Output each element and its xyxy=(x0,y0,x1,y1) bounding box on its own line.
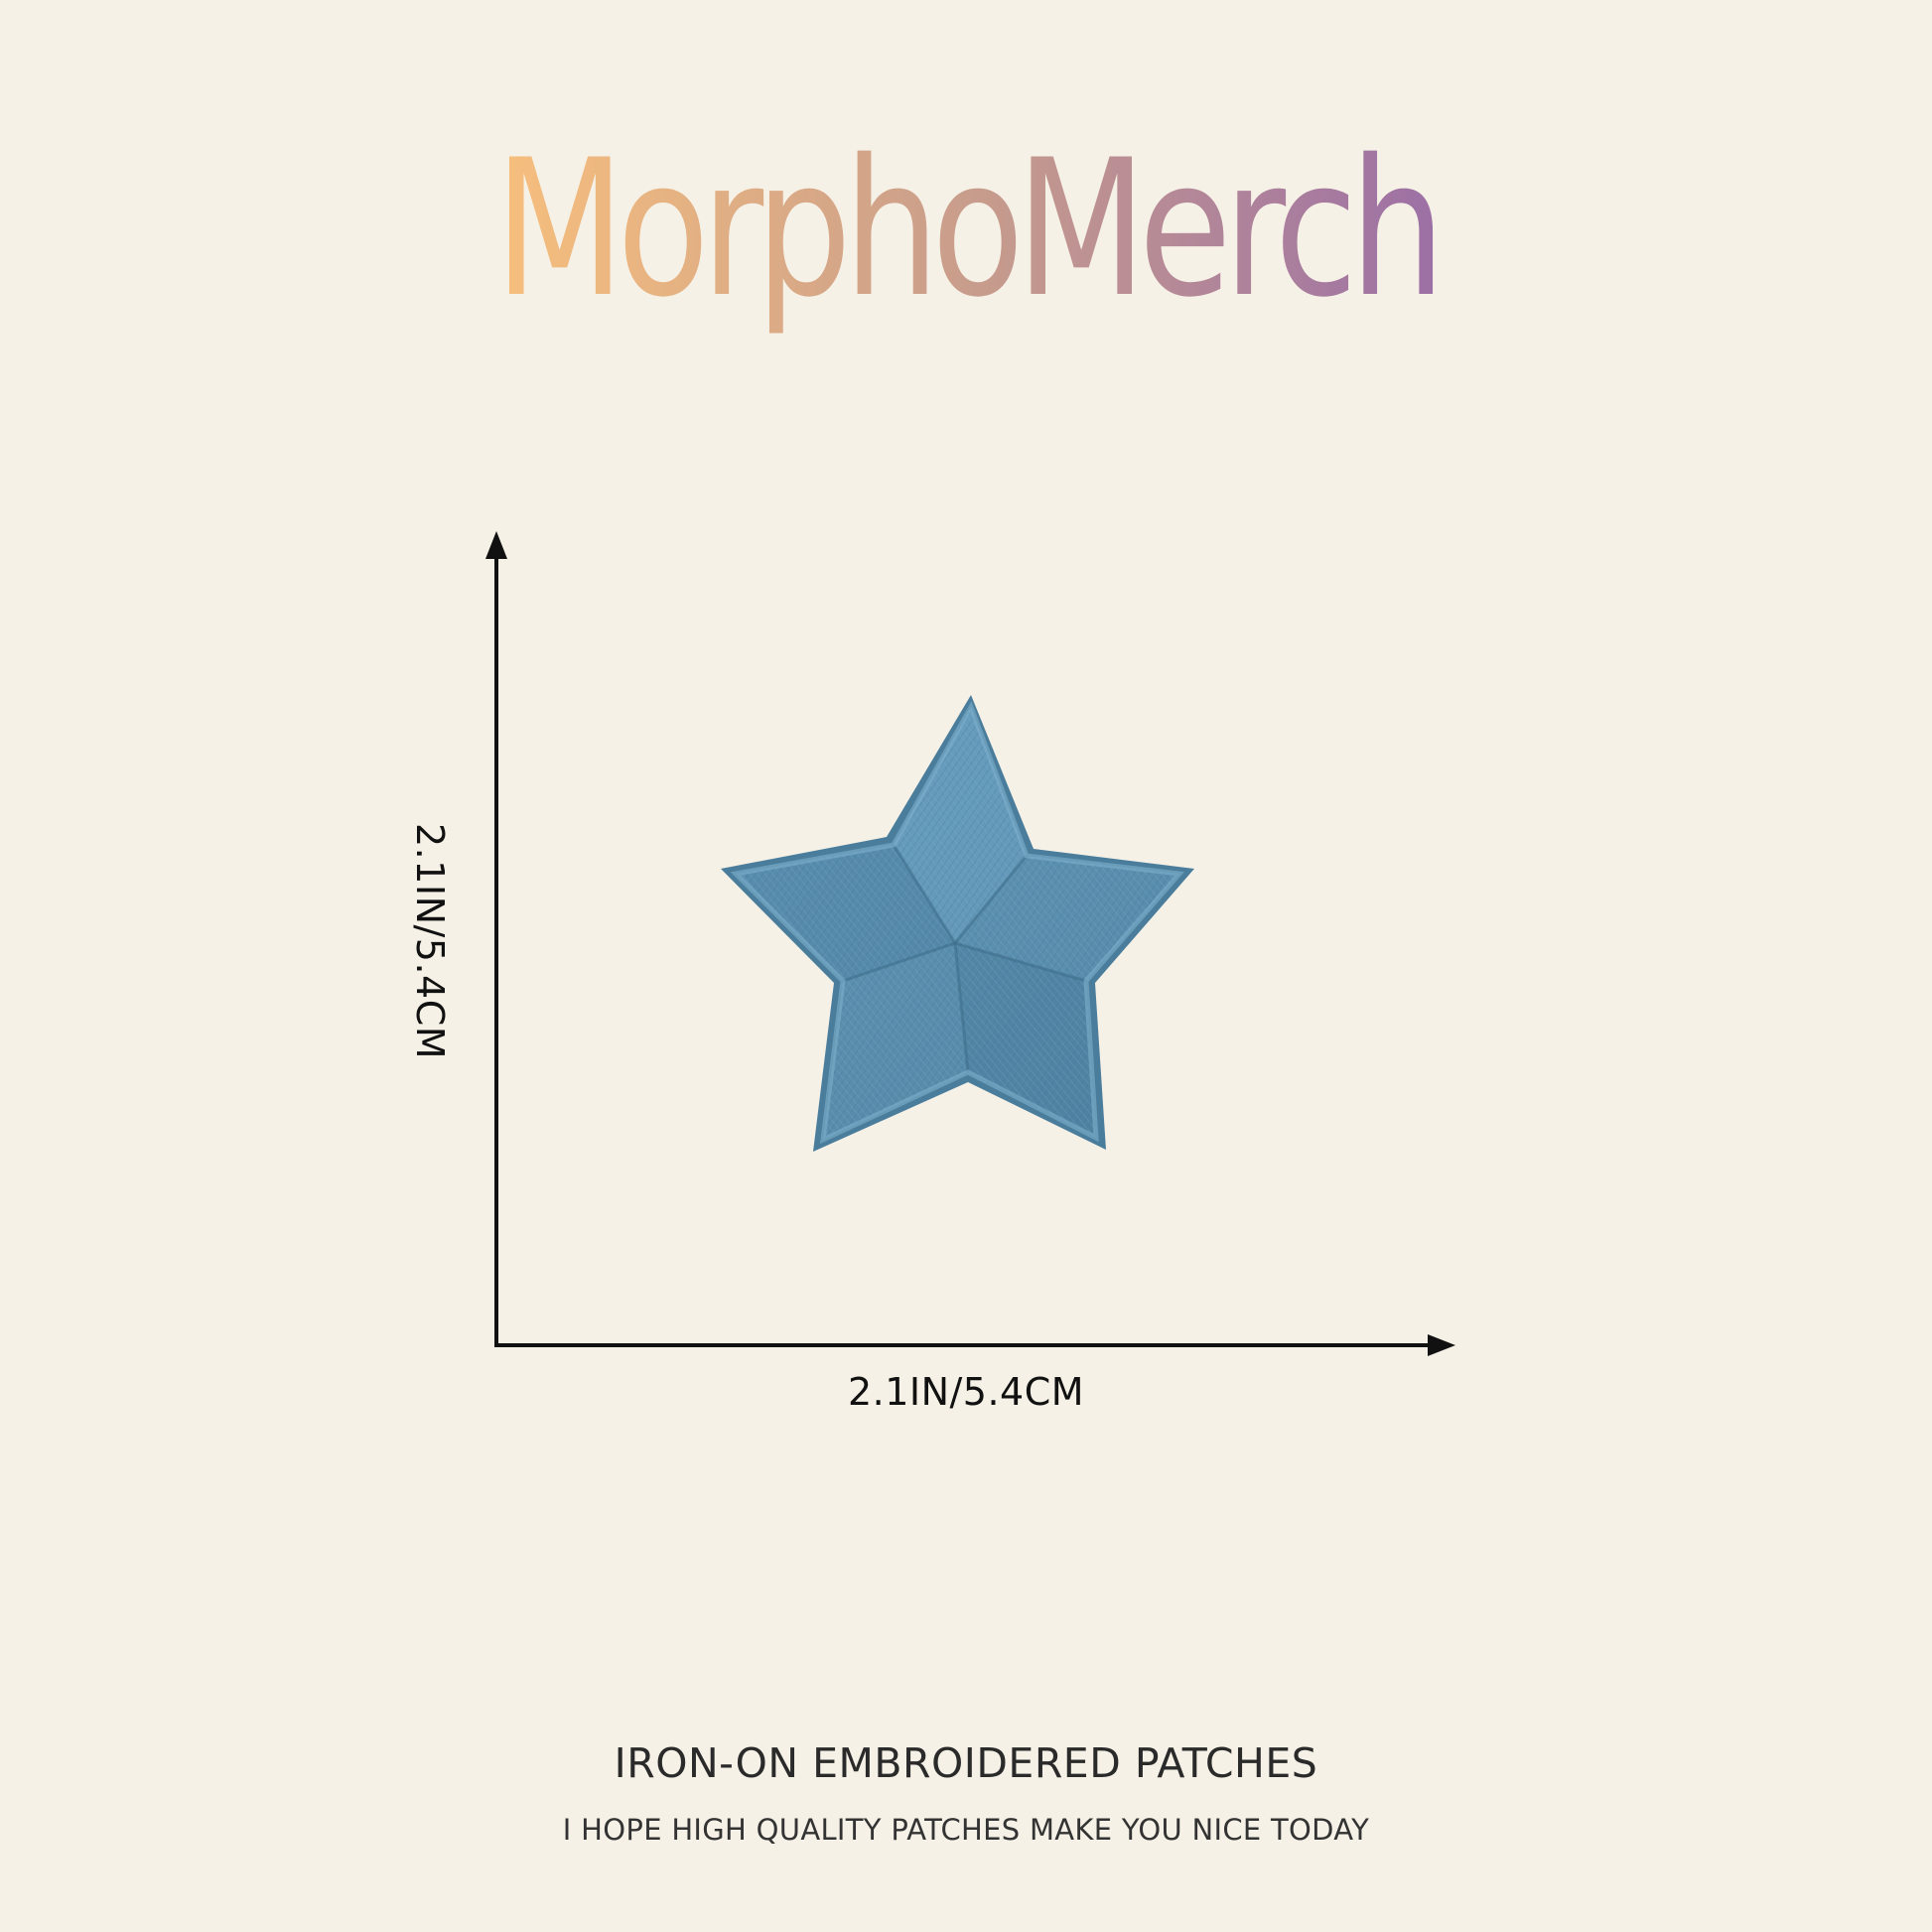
vertical-dimension-arrow xyxy=(485,531,507,1346)
width-dimension-label: 2.1IN/5.4CM xyxy=(847,1370,1085,1414)
horizontal-dimension-arrow xyxy=(494,1334,1455,1356)
product-subtitle: I HOPE HIGH QUALITY PATCHES MAKE YOU NIC… xyxy=(562,1813,1370,1847)
star-patch-icon xyxy=(721,695,1194,1152)
brand-logo-text: MorphoMerch xyxy=(494,129,1438,338)
width-label-wrap: 2.1IN/5.4CM xyxy=(0,1370,1932,1414)
height-dimension-label: 2.1IN/5.4CM xyxy=(408,822,452,1060)
brand-logo: MorphoMerch xyxy=(0,129,1932,338)
product-title: IRON-ON EMBROIDERED PATCHES xyxy=(614,1739,1318,1787)
